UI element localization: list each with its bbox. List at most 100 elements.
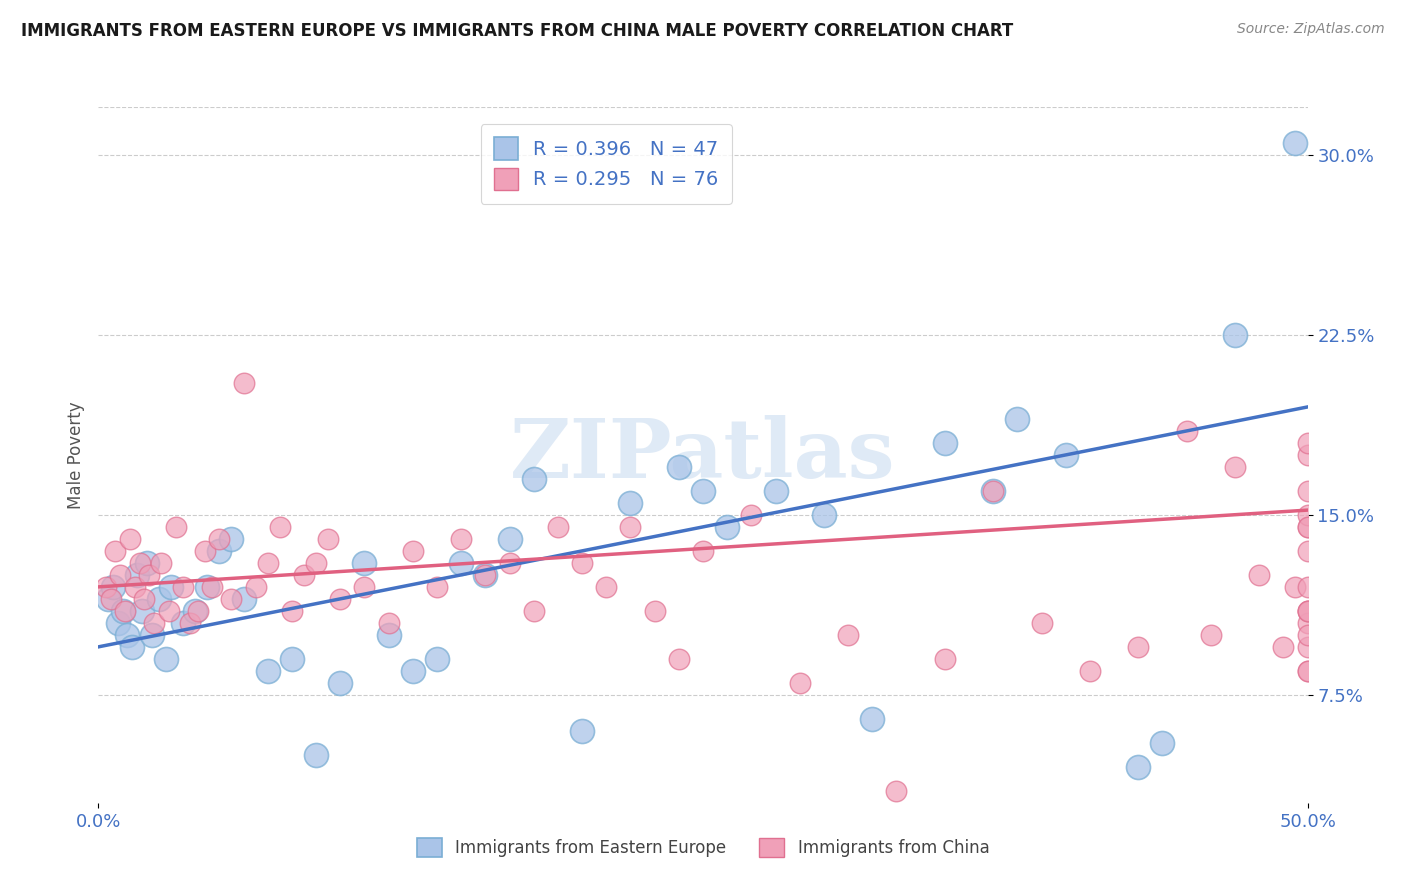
Point <box>256 556 278 570</box>
Point <box>789 676 811 690</box>
Point <box>523 604 546 618</box>
Point <box>692 544 714 558</box>
Point <box>426 580 449 594</box>
Point <box>187 604 209 618</box>
Point <box>1199 628 1222 642</box>
Point <box>134 591 156 606</box>
Point <box>118 532 141 546</box>
Point <box>1078 664 1101 678</box>
Point <box>1296 520 1319 534</box>
Point <box>1007 412 1029 426</box>
Point <box>121 640 143 654</box>
Point <box>232 591 254 606</box>
Point <box>155 652 177 666</box>
Point <box>157 604 180 618</box>
Point <box>450 556 472 570</box>
Point <box>1128 760 1150 774</box>
Point <box>208 544 231 558</box>
Point <box>402 664 425 678</box>
Point <box>165 520 187 534</box>
Point <box>150 556 173 570</box>
Point <box>619 520 641 534</box>
Text: IMMIGRANTS FROM EASTERN EUROPE VS IMMIGRANTS FROM CHINA MALE POVERTY CORRELATION: IMMIGRANTS FROM EASTERN EUROPE VS IMMIGR… <box>21 22 1014 40</box>
Text: ZIPatlas: ZIPatlas <box>510 415 896 495</box>
Point <box>1296 448 1319 462</box>
Point <box>860 712 883 726</box>
Point <box>316 532 339 546</box>
Point <box>94 580 117 594</box>
Point <box>1249 567 1271 582</box>
Point <box>172 580 194 594</box>
Point <box>1031 615 1053 630</box>
Point <box>474 567 496 582</box>
Point <box>194 544 217 558</box>
Legend: Immigrants from Eastern Europe, Immigrants from China: Immigrants from Eastern Europe, Immigran… <box>411 831 995 864</box>
Point <box>644 604 666 618</box>
Point <box>1272 640 1295 654</box>
Point <box>1296 628 1319 642</box>
Point <box>402 544 425 558</box>
Point <box>172 615 194 630</box>
Point <box>450 532 472 546</box>
Y-axis label: Male Poverty: Male Poverty <box>66 401 84 508</box>
Point <box>1223 328 1246 343</box>
Point <box>1296 436 1319 450</box>
Point <box>1296 604 1319 618</box>
Point <box>474 567 496 582</box>
Point <box>269 520 291 534</box>
Point <box>201 580 224 594</box>
Point <box>813 508 835 522</box>
Point <box>111 604 134 618</box>
Point <box>141 628 163 642</box>
Point <box>668 459 690 474</box>
Point <box>1284 136 1306 150</box>
Point <box>124 580 146 594</box>
Point <box>160 580 183 594</box>
Point <box>353 580 375 594</box>
Point <box>571 723 593 738</box>
Point <box>1223 459 1246 474</box>
Point <box>143 615 166 630</box>
Point <box>498 556 520 570</box>
Point <box>377 615 399 630</box>
Point <box>104 544 127 558</box>
Point <box>329 591 352 606</box>
Point <box>547 520 569 534</box>
Point <box>1296 520 1319 534</box>
Point <box>837 628 859 642</box>
Point <box>256 664 278 678</box>
Point <box>934 436 956 450</box>
Point <box>740 508 762 522</box>
Point <box>281 652 304 666</box>
Point <box>138 567 160 582</box>
Point <box>692 483 714 498</box>
Point <box>1296 664 1319 678</box>
Point <box>1296 544 1319 558</box>
Point <box>305 747 328 762</box>
Point <box>208 532 231 546</box>
Point <box>1175 424 1198 438</box>
Point <box>195 580 218 594</box>
Point <box>619 496 641 510</box>
Point <box>377 628 399 642</box>
Point <box>353 556 375 570</box>
Point <box>148 591 170 606</box>
Point <box>131 604 153 618</box>
Point <box>184 604 207 618</box>
Point <box>765 483 787 498</box>
Point <box>108 567 131 582</box>
Point <box>1296 615 1319 630</box>
Point <box>1284 580 1306 594</box>
Point <box>1296 508 1319 522</box>
Point <box>1296 604 1319 618</box>
Point <box>305 556 328 570</box>
Point <box>426 652 449 666</box>
Point <box>179 615 201 630</box>
Point <box>498 532 520 546</box>
Point <box>981 483 1004 498</box>
Point <box>221 591 243 606</box>
Point <box>101 580 124 594</box>
Point <box>1296 580 1319 594</box>
Point <box>1054 448 1077 462</box>
Point <box>934 652 956 666</box>
